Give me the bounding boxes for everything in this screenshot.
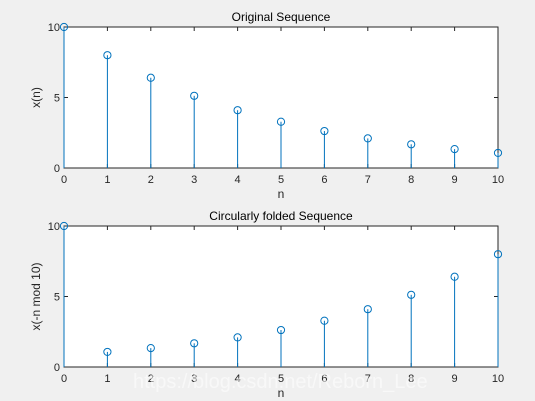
y-tick-label: 5 <box>54 292 60 304</box>
stem-marker <box>320 316 329 325</box>
stem-marker <box>146 73 155 82</box>
chart-1: Original Sequence 0 1 2 3 4 5 6 7 8 9 10 0 5 10 n x(n) <box>29 10 504 201</box>
x-axis-label: n <box>278 386 285 400</box>
chart-title: Original Sequence <box>232 10 331 24</box>
y-axis-label: x(n) <box>29 87 43 108</box>
stem-marker <box>276 117 286 126</box>
x-tick-label: 4 <box>235 373 241 385</box>
y-tick-label: 0 <box>54 362 60 374</box>
x-tick-label: 6 <box>321 174 327 186</box>
stem-marker <box>363 305 372 314</box>
chart-title: Circularly folded Sequence <box>209 209 353 223</box>
y-axis-label: x(-n mod 10) <box>29 262 43 330</box>
stem-marker <box>320 126 329 136</box>
x-tick-label: 3 <box>191 373 197 385</box>
x-tick-label: 4 <box>235 174 241 186</box>
y-tick-label: 10 <box>48 221 60 233</box>
x-tick-label: 3 <box>191 174 197 186</box>
stem-marker <box>190 339 199 348</box>
stem-marker <box>103 51 112 60</box>
x-tick-label: 5 <box>278 373 284 385</box>
stem-marker <box>450 145 459 154</box>
x-tick-label: 2 <box>148 174 154 186</box>
stem-marker <box>276 325 286 335</box>
stem-marker <box>233 106 242 115</box>
x-axis-label: n <box>278 187 285 201</box>
y-tick-label: 5 <box>54 93 60 105</box>
stem-marker <box>493 250 503 259</box>
stem-marker <box>407 140 416 149</box>
stem-marker <box>190 91 199 100</box>
watermark: https://blog.csdn.net/Reborn_Lee <box>133 371 428 393</box>
stem-marker <box>363 134 372 143</box>
stem-marker <box>59 22 69 32</box>
chart-2: Circularly folded Sequence 0 1 2 3 4 5 6 7 8 9 10 0 5… <box>29 209 504 400</box>
y-tick-label: 10 <box>48 22 60 34</box>
x-tick-label: 6 <box>321 373 327 385</box>
x-tick-label: 10 <box>492 373 504 385</box>
x-tick-label: 2 <box>148 373 154 385</box>
x-tick-label: 9 <box>452 174 458 186</box>
x-tick-label: 0 <box>61 373 67 385</box>
x-tick-label: 9 <box>452 373 458 385</box>
x-tick-label: 7 <box>365 174 371 186</box>
x-tick-label: 7 <box>365 373 371 385</box>
stem-marker <box>450 272 459 281</box>
stem-marker <box>103 347 112 357</box>
x-tick-label: 5 <box>278 174 284 186</box>
x-tick-label: 0 <box>61 174 67 186</box>
y-tick-label: 0 <box>54 163 60 175</box>
x-tick-label: 1 <box>104 174 110 186</box>
stem-marker <box>146 344 155 353</box>
stem-marker <box>493 148 503 158</box>
x-tick-label: 1 <box>104 373 110 385</box>
stem-marker <box>59 221 69 231</box>
stem-marker <box>407 290 416 299</box>
x-tick-label: 8 <box>408 174 414 186</box>
x-tick-label: 10 <box>492 174 504 186</box>
stem-marker <box>233 333 242 342</box>
x-tick-label: 8 <box>408 373 414 385</box>
